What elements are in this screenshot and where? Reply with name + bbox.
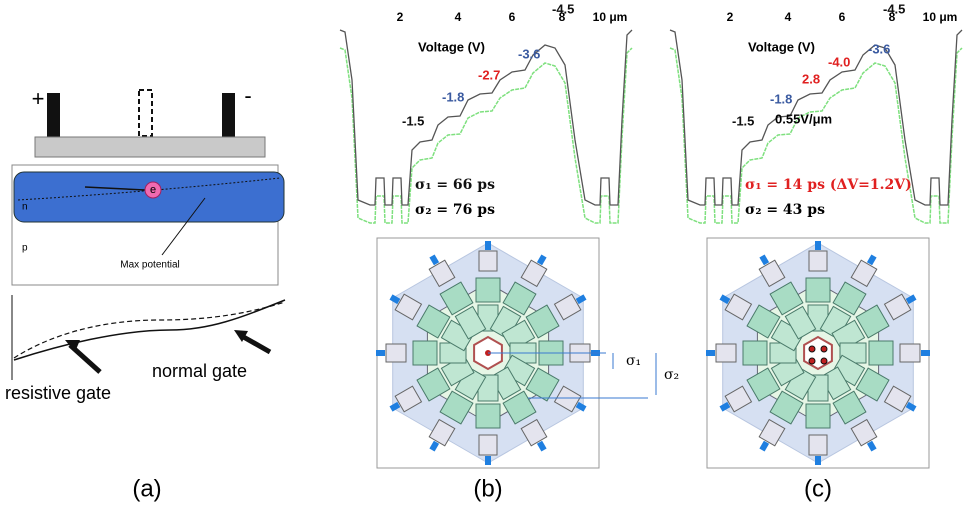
contact <box>485 456 491 465</box>
voltage-title: Voltage (V) <box>748 39 815 54</box>
outer-gate <box>479 251 497 271</box>
resistive-gate-label: resistive gate <box>5 383 111 403</box>
axis-tick-label: 6 <box>839 10 846 24</box>
voltage-title: Voltage (V) <box>418 39 485 54</box>
axis-tick-label: 10 μm <box>593 10 628 24</box>
center-dot <box>809 346 815 352</box>
contact <box>376 350 385 356</box>
gate-plus <box>47 93 60 138</box>
normal-gate-label: normal gate <box>152 361 247 381</box>
voltage-label: -1.5 <box>732 113 754 128</box>
outer-gate <box>716 344 736 362</box>
p-label: p <box>22 243 28 254</box>
middle-gate <box>806 278 830 302</box>
middle-gate <box>869 341 893 365</box>
voltage-label: -2.7 <box>478 67 500 82</box>
contact <box>485 241 491 250</box>
axis-tick-label: 4 <box>455 10 462 24</box>
voltage-label: -3.6 <box>518 46 540 61</box>
sigma2-text: σ₂ = 43 ps <box>745 202 825 218</box>
axis-tick-label: 4 <box>785 10 792 24</box>
substrate <box>35 137 265 157</box>
voltage-label: -4.5 <box>883 1 905 16</box>
center-dot <box>809 358 815 364</box>
center-dot <box>821 346 827 352</box>
diagram-sigma2: σ₂ <box>664 367 679 383</box>
center-dot <box>821 358 827 364</box>
outer-gate <box>479 435 497 455</box>
middle-gate <box>476 404 500 428</box>
contact <box>706 350 715 356</box>
sigma2-text: σ₂ = 76 ps <box>415 202 495 218</box>
plus-sign: + <box>32 86 45 111</box>
voltage-label: -1.8 <box>442 89 464 104</box>
gate-middle <box>139 90 152 136</box>
axis-tick-label: 2 <box>727 10 734 24</box>
voltage-label: -1.8 <box>770 91 792 106</box>
sigma1-text: σ₁ = 14 ps (ΔV=1.2V) <box>745 177 912 193</box>
middle-gate <box>806 404 830 428</box>
field-label: 0.55V/μm <box>775 111 832 126</box>
diagram-sigma1: σ₁ <box>626 353 641 369</box>
contact <box>815 241 821 250</box>
middle-gate <box>413 341 437 365</box>
arrow-normal <box>240 335 270 352</box>
outer-gate <box>809 251 827 271</box>
panel-label: (a) <box>132 475 161 502</box>
electron-label: e <box>150 184 156 196</box>
axis-tick-label: 6 <box>509 10 516 24</box>
panel-c: 246810 μmVoltage (V)-1.5-1.82.8-4.0-3.6-… <box>670 1 962 502</box>
contact <box>921 350 930 356</box>
middle-gate <box>476 278 500 302</box>
sigma1-text: σ₁ = 66 ps <box>415 177 495 193</box>
max-potential-label: Max potential <box>120 260 179 271</box>
panel-label: (c) <box>804 475 832 502</box>
figure: + - e n p Max potential normal gate resi… <box>0 0 977 517</box>
axis-tick-label: 2 <box>397 10 404 24</box>
panel-a: + - e n p Max potential normal gate resi… <box>5 83 285 503</box>
gate-minus <box>222 93 235 138</box>
voltage-label: -1.5 <box>402 113 424 128</box>
voltage-label: -3.6 <box>868 41 890 56</box>
outer-gate <box>900 344 920 362</box>
outer-gate <box>809 435 827 455</box>
voltage-label: -4.0 <box>828 54 850 69</box>
panel-label: (b) <box>473 475 502 502</box>
outer-gate <box>386 344 406 362</box>
contact <box>815 456 821 465</box>
center-hexagon <box>804 337 832 369</box>
axis-tick-label: 10 μm <box>923 10 958 24</box>
minus-sign: - <box>244 83 251 108</box>
n-label: n <box>22 202 28 213</box>
middle-gate <box>743 341 767 365</box>
voltage-label: -4.5 <box>552 1 574 16</box>
normal-gate-curve <box>14 300 285 360</box>
voltage-label: 2.8 <box>802 71 820 86</box>
